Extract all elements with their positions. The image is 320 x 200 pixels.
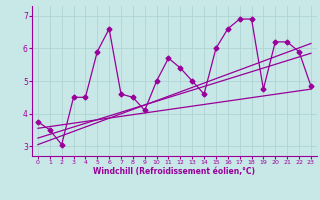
X-axis label: Windchill (Refroidissement éolien,°C): Windchill (Refroidissement éolien,°C) bbox=[93, 167, 255, 176]
